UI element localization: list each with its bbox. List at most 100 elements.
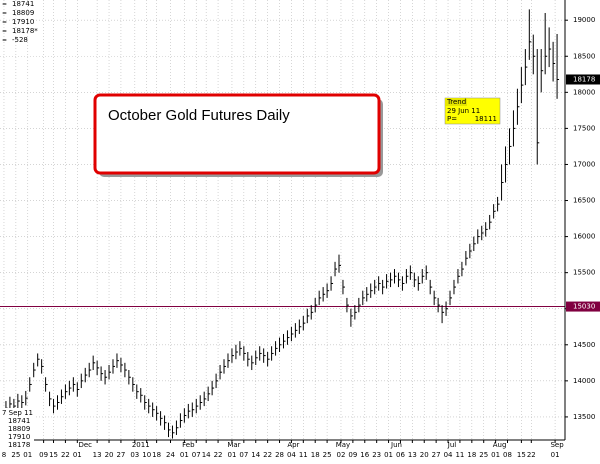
y-tick-label: 17000 [573,160,595,168]
month-label: Sep [550,441,564,449]
month-label: Jun [390,441,402,449]
x-tick-label: 01 [491,451,500,459]
trend-title: Trend [446,98,466,106]
close: 18178 [8,441,30,449]
x-tick-label: 28 [275,451,284,459]
box [0,408,34,452]
x-tick-label: 22 [214,451,223,459]
box-header [445,98,467,106]
x-tick-label: 23 [372,451,381,459]
trend-price: 18111 [475,115,497,123]
y-tick-label: 18000 [573,88,595,96]
y-tick-label: 15500 [573,269,595,277]
x-tick-label: 06 [396,451,405,459]
trend-prefix: P= [447,115,457,123]
month-label: Jul [447,441,457,449]
change: -528 [12,36,28,44]
y-tick-label: 14000 [573,377,595,385]
x-tick-label: 8 [2,451,6,459]
frame [93,93,381,175]
x-tick-label: 24 [166,451,175,459]
marker: = [2,19,7,26]
trend-date: 29 Jun 11 [447,107,480,115]
x-tick-label: 07 [192,451,201,459]
marker: = [2,10,7,17]
x-tick-label: 18 [152,451,161,459]
last-bar-box: 7 Sep 11 18741 18809 17910 18178 [0,408,34,452]
x-tick-label: 25 [479,451,488,459]
low: 17910 [8,433,30,441]
last-price-label: 18178 [573,75,595,83]
x-tick-label: 01 [180,451,189,459]
y-tick-label: 16500 [573,197,595,205]
chart-title: October Gold Futures Daily [108,107,290,124]
y-tick-label: 18500 [573,52,595,60]
x-tick-label: 18 [467,451,476,459]
x-tick-label: 27 [116,451,125,459]
header-info: = 18741 = 18809 = 17910 = 18178* = -528 [2,0,38,44]
x-tick-label: 10 [142,451,151,459]
x-tick-label: 08 [503,451,512,459]
marker: = [2,28,7,35]
x-tick-label: 14 [251,451,260,459]
month-label: 2011 [132,441,150,449]
high: 18809 [12,9,34,17]
y-tick-label: 13500 [573,413,595,421]
x-tick-label: 11 [299,451,308,459]
x-tick-label: 09 [39,451,48,459]
x-tick-label: 04 [287,451,296,459]
y-tick-label: 16000 [573,233,595,241]
y-tick-label: 14500 [573,341,595,349]
x-tick-label: 01 [73,451,82,459]
x-tick-label: 11 [455,451,464,459]
month-label: Mar [227,441,240,449]
x-tick-label: 01 [23,451,32,459]
x-tick-label: 16 [360,451,369,459]
x-tick-label: 09 [348,451,357,459]
x-tick-label: 02 [337,451,346,459]
open: 18741 [8,417,30,425]
month-label: May [336,441,350,449]
x-tick-label: 01 [384,451,393,459]
y-tick-label: 19000 [573,16,595,24]
x-tick-label: 22 [263,451,272,459]
x-tick-label: 07 [239,451,248,459]
x-tick-label: 14 [202,451,211,459]
x-tick-label: 15 [49,451,58,459]
x-tick-label: 01 [551,451,560,459]
x-tick-label: 15 [517,451,526,459]
close: 18178* [12,27,38,35]
date: 7 Sep 11 [2,409,33,417]
marker: = [2,1,7,8]
x-tick-label: 20 [105,451,114,459]
x-tick-label: 01 [227,451,236,459]
x-tick-label: 13 [93,451,102,459]
x-tick-label: 18 [311,451,320,459]
open: 18741 [12,0,34,8]
title-box: October Gold Futures Daily [93,93,383,177]
hline-label: 15030 [573,303,595,311]
x-tick-label: 25 [323,451,332,459]
x-tick-label: 04 [444,451,453,459]
x-tick-label: 22 [61,451,70,459]
high: 18809 [8,425,30,433]
hline-label-box [566,301,600,312]
y-tick-label: 17500 [573,124,595,132]
x-tick-label: 03 [130,451,139,459]
last-price-box [566,74,600,85]
marker: = [2,37,7,44]
x-tick-label: 27 [432,451,441,459]
month-label: Dec [78,441,92,449]
axes-layer: 1350014000145001500015500160001650017000… [2,16,600,459]
x-tick-label: 22 [527,451,536,459]
month-label: Apr [287,441,299,449]
x-tick-label: 13 [408,451,417,459]
month-label: Feb [182,441,195,449]
x-tick-label: 20 [420,451,429,459]
trend-box: Trend 29 Jun 11 P= 18111 [444,97,501,125]
low: 17910 [12,18,34,26]
month-label: Aug [493,441,507,449]
